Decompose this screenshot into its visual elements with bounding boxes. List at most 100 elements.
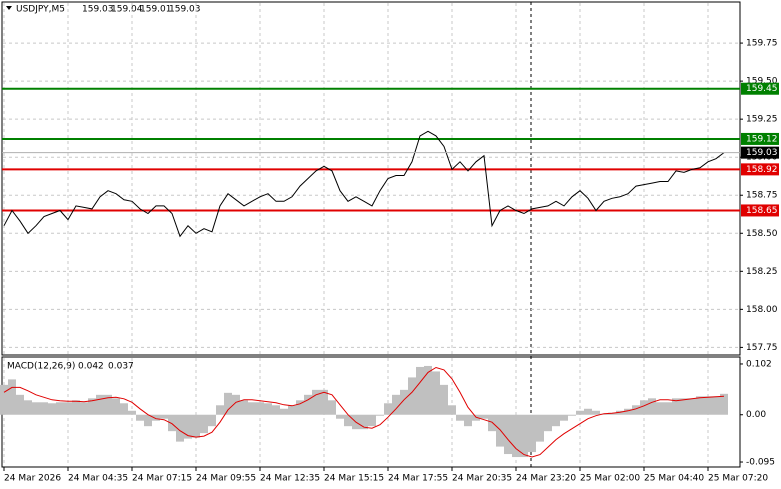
macd-bar [568, 414, 576, 416]
macd-bar [720, 393, 728, 415]
macd-bar [120, 403, 128, 415]
macd-bar [264, 403, 272, 415]
macd-bar [48, 403, 56, 415]
macd-value: 0.042 [78, 362, 104, 372]
macd-bar [672, 398, 680, 415]
macd-bar [184, 414, 192, 439]
macd-bar [448, 405, 456, 415]
macd-bar [416, 366, 424, 415]
macd-bar [512, 414, 520, 458]
macd-bar [168, 414, 176, 432]
macd-bar [56, 402, 64, 415]
ohlc-value: 159.04 [111, 5, 143, 15]
y-tick-label: 0.102 [746, 359, 772, 369]
macd-bar [384, 403, 392, 415]
macd-bar [504, 414, 512, 455]
y-tick-label: 159.50 [746, 77, 778, 87]
macd-bar [24, 400, 32, 415]
macd-bar [656, 402, 664, 415]
macd-bar [536, 414, 544, 442]
macd-bar [216, 405, 224, 415]
macd-bar [544, 414, 552, 432]
current-price-tag [741, 146, 779, 159]
y-tick-label: 158.75 [746, 191, 778, 201]
macd-bar [232, 394, 240, 415]
y-tick-label: 159.25 [746, 115, 778, 125]
price-line [3, 130, 725, 238]
macd-bar [456, 414, 464, 421]
y-tick-label: 158.50 [746, 229, 778, 239]
macd-bar [80, 402, 88, 415]
macd-bar [496, 414, 504, 447]
macd-bar [192, 414, 200, 438]
ohlc-value: 159.01 [140, 5, 172, 15]
macd-bar [360, 414, 368, 430]
macd-label: MACD(12,26,9) [7, 362, 75, 372]
menu-triangle [6, 6, 12, 10]
macd-bar [152, 414, 160, 421]
macd-bar [528, 414, 536, 453]
macd-bar [240, 400, 248, 415]
macd-bar [304, 394, 312, 415]
macd-bar [88, 398, 96, 415]
macd-bar [552, 414, 560, 427]
macd-bar [128, 410, 136, 415]
x-tick-label: 24 Mar 07:15 [132, 474, 192, 484]
signal-line [3, 366, 725, 458]
macd-bar [0, 384, 8, 415]
macd-bar [112, 398, 120, 415]
macd-bar [680, 398, 688, 415]
macd-value: 0.037 [108, 362, 134, 372]
macd-bar [32, 402, 40, 415]
macd-bar [280, 408, 288, 415]
y-tick-label: 157.75 [746, 343, 778, 353]
macd-bar [632, 405, 640, 415]
x-tick-label: 24 Mar 20:35 [452, 474, 512, 484]
macd-bar [408, 377, 416, 415]
macd-bar [616, 410, 624, 415]
macd-bar [320, 389, 328, 415]
macd-bar [336, 414, 344, 419]
macd-bar [176, 414, 184, 442]
macd-bar [64, 402, 72, 415]
x-tick-label: 24 Mar 09:55 [196, 474, 256, 484]
x-tick-label: 25 Mar 07:20 [708, 474, 768, 484]
x-tick-label: 24 Mar 15:15 [324, 474, 384, 484]
y-tick-label: -0.095 [746, 458, 775, 468]
level-label: 159.45 [746, 84, 778, 94]
macd-bar [96, 394, 104, 415]
macd-bar [368, 414, 376, 427]
macd-bar [344, 414, 352, 427]
x-tick-label: 24 Mar 04:35 [68, 474, 128, 484]
level-tag [741, 82, 779, 95]
x-tick-label: 25 Mar 04:40 [644, 474, 704, 484]
level-tag [741, 132, 779, 145]
macd-bar [688, 398, 696, 415]
macd-bar [312, 389, 320, 415]
macd-bar [8, 379, 16, 415]
current-price-label: 159.03 [746, 148, 778, 158]
x-tick-label: 24 Mar 23:20 [516, 474, 576, 484]
y-tick-label: 0.00 [746, 410, 766, 420]
macd-bar [392, 394, 400, 415]
y-tick-label: 158.25 [746, 267, 778, 277]
macd-bar [160, 414, 168, 419]
macd-bar [584, 408, 592, 415]
macd-bar [600, 413, 608, 415]
macd-bar [592, 410, 600, 415]
ohlc-value: 159.03 [169, 5, 201, 15]
macd-bar [464, 414, 472, 427]
x-tick-label: 25 Mar 02:00 [580, 474, 640, 484]
macd-bar [640, 400, 648, 415]
macd-bar [664, 402, 672, 415]
macd-bar [40, 402, 48, 415]
macd-bar [576, 410, 584, 415]
macd-bar [272, 405, 280, 415]
ohlc-value: 159.03 [82, 5, 114, 15]
macd-bar [696, 396, 704, 415]
macd-bar [488, 414, 496, 432]
macd-bar [704, 396, 712, 415]
level-label: 158.65 [746, 206, 778, 216]
